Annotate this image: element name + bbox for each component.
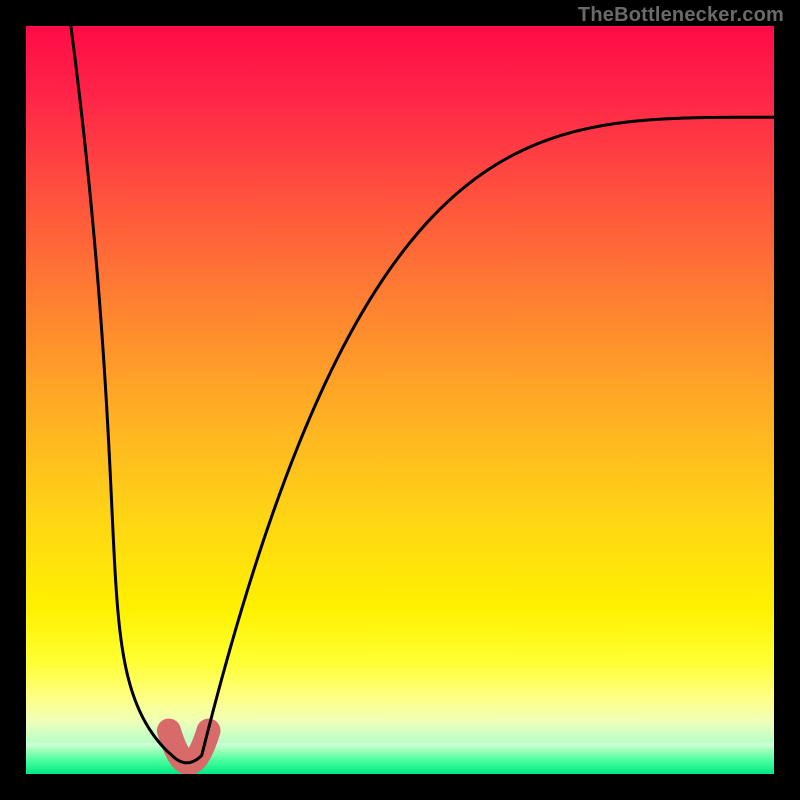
curve-layer	[26, 26, 774, 774]
chart-stage: TheBottlenecker.com	[0, 0, 800, 800]
plot-area	[26, 26, 774, 774]
frame-border-bottom	[0, 774, 800, 800]
bottleneck-curve	[71, 26, 774, 763]
watermark-text: TheBottlenecker.com	[578, 4, 784, 27]
frame-border-left	[0, 0, 26, 800]
frame-border-right	[774, 0, 800, 800]
